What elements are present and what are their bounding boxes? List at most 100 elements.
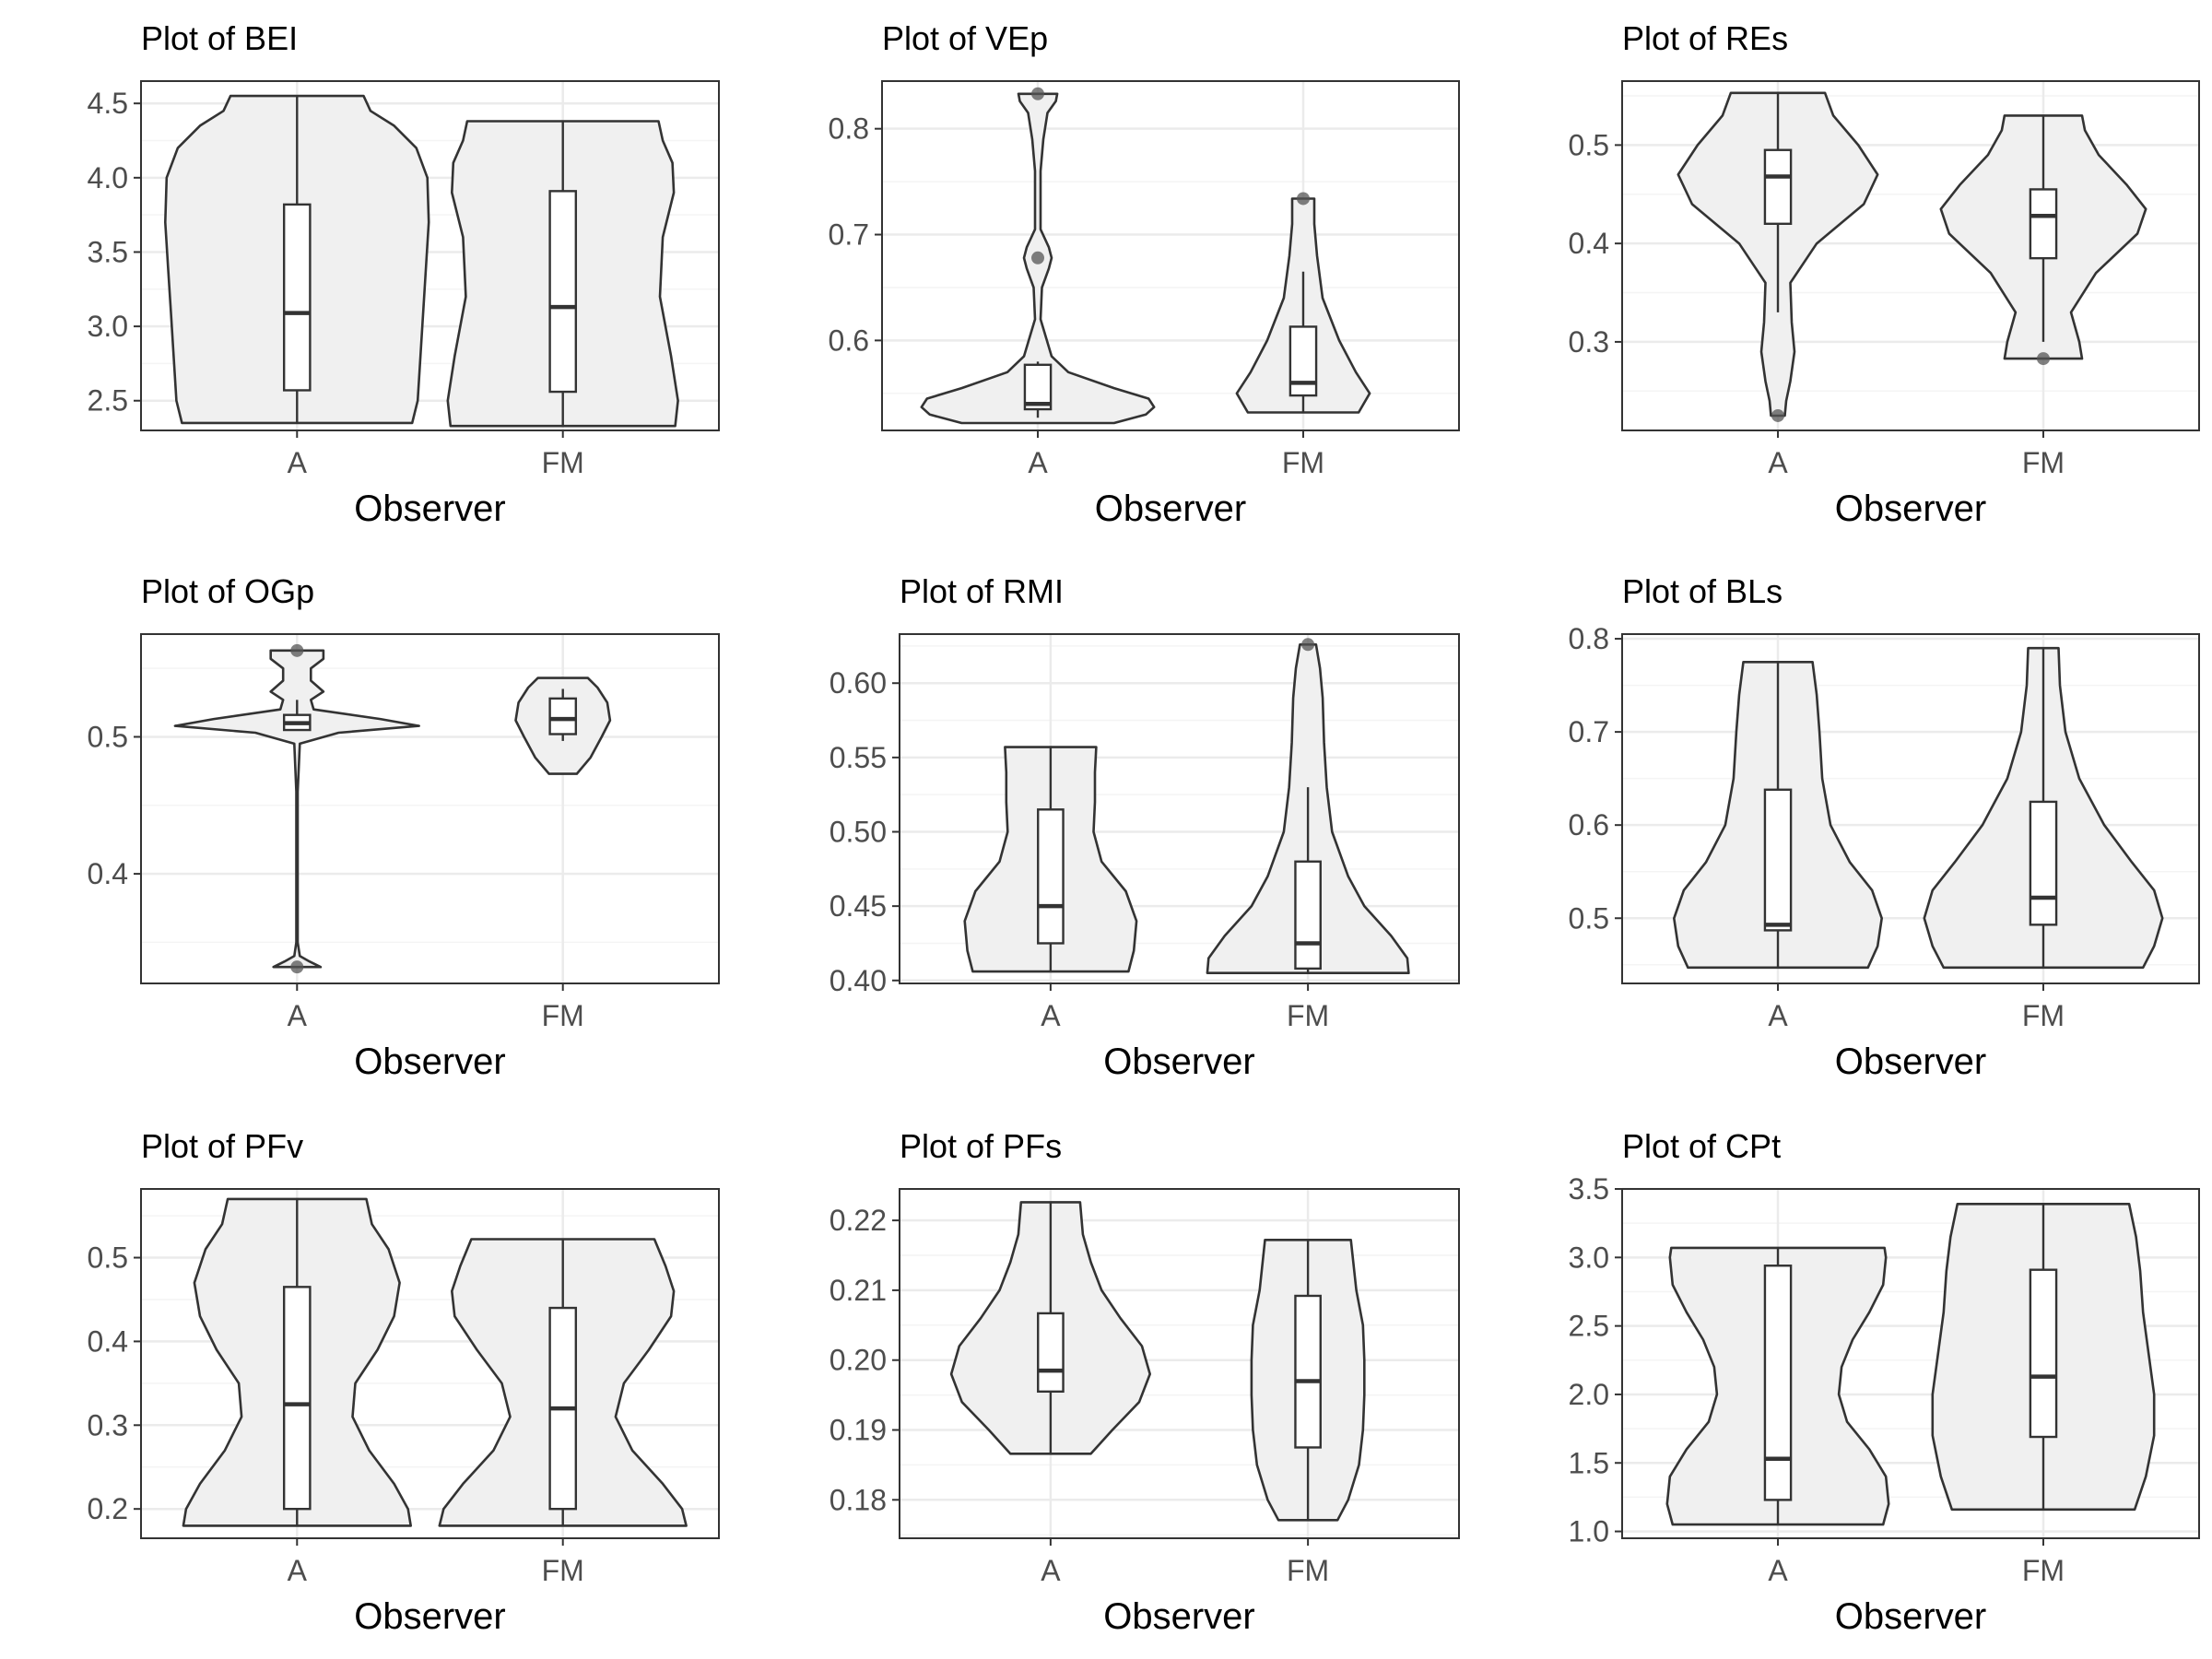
panel-border <box>140 80 720 431</box>
x-tick-label: FM <box>2022 999 2065 1032</box>
panel-title: Plot of VEp <box>882 19 1048 57</box>
y-tick-label: 0.5 <box>1569 901 1609 935</box>
x-axis-title: Observer <box>1103 1596 1255 1637</box>
y-tick-label: 0.7 <box>829 218 869 252</box>
panel-1: 2.5 3.0 3.5 4.0 4.5 A FM Observer Plot of BEI <box>88 19 720 529</box>
y-tick-label: 3.5 <box>1569 1172 1609 1206</box>
y-tick-label: 0.22 <box>830 1204 887 1237</box>
panel-background <box>882 81 1459 430</box>
y-tick-label: 0.4 <box>88 857 128 890</box>
box-FM <box>2029 800 2058 926</box>
box-A <box>1023 363 1053 411</box>
x-tick-label: A <box>1768 999 1788 1032</box>
y-tick-label: 0.60 <box>830 666 887 700</box>
y-tick-label: 0.3 <box>1569 325 1609 359</box>
box-FM <box>2029 1268 2058 1439</box>
x-axis-title: Observer <box>1835 488 1987 529</box>
panel-border <box>1621 80 2200 431</box>
y-tick-label: 0.4 <box>88 1324 128 1358</box>
y-tick-label: 0.50 <box>830 815 887 848</box>
panel-border <box>140 633 720 984</box>
x-axis-title: Observer <box>1835 1041 1987 1082</box>
outlier-point-A <box>1031 87 1045 100</box>
box-FM <box>1294 860 1322 971</box>
y-tick-label: 0.5 <box>88 1241 128 1275</box>
box-A <box>1763 1265 1793 1501</box>
y-tick-label: 0.40 <box>830 964 887 997</box>
x-tick-label: FM <box>1287 1554 1329 1587</box>
x-axis-title: Observer <box>354 488 506 529</box>
y-tick-label: 0.55 <box>830 741 887 774</box>
outlier-point-FM <box>2036 352 2050 366</box>
panel-title: Plot of CPt <box>1622 1127 1781 1165</box>
x-tick-label: FM <box>542 999 584 1032</box>
outlier-point-FM <box>1296 192 1310 206</box>
box-A <box>1037 1312 1065 1394</box>
panel-9: 1.0 1.5 2.0 2.5 3.0 3.5 A FM Observer Plot of CPt <box>1569 1127 2200 1637</box>
x-axis-title: Observer <box>1095 488 1247 529</box>
panel-2: 0.6 0.7 0.8 A FM Observer Plot of VEp <box>829 19 1460 529</box>
panel-4: 0.4 0.5 A FM Observer Plot of OGp <box>88 572 720 1082</box>
y-tick-label: 0.19 <box>830 1414 887 1447</box>
x-tick-label: A <box>1041 999 1061 1032</box>
outlier-point-A <box>1771 408 1785 422</box>
panel-3: 0.3 0.4 0.5 A FM Observer Plot of REs <box>1569 19 2200 529</box>
outlier-point-FM <box>1301 638 1315 652</box>
x-tick-label: FM <box>1287 999 1329 1032</box>
panel-border <box>140 1188 720 1539</box>
panel-8: 0.18 0.19 0.20 0.21 0.22 A FM Observer Plot of P… <box>830 1127 1460 1637</box>
y-tick-label: 0.6 <box>829 324 869 357</box>
y-tick-label: 2.5 <box>1569 1310 1609 1343</box>
box-A <box>282 203 312 392</box>
panel-title: Plot of PFs <box>900 1127 1062 1165</box>
y-tick-label: 0.5 <box>88 720 128 753</box>
y-tick-label: 4.5 <box>88 87 128 120</box>
x-tick-label: A <box>288 999 308 1032</box>
box-A <box>1763 148 1793 226</box>
y-tick-label: 3.0 <box>88 310 128 343</box>
y-tick-label: 1.0 <box>1569 1515 1609 1548</box>
y-tick-label: 2.0 <box>1569 1378 1609 1411</box>
box-FM <box>1294 1294 1322 1449</box>
x-axis-title: Observer <box>1835 1596 1987 1637</box>
y-tick-label: 0.3 <box>88 1408 128 1441</box>
panel-border <box>1621 1188 2200 1539</box>
y-tick-label: 0.7 <box>1569 715 1609 748</box>
y-tick-label: 1.5 <box>1569 1446 1609 1479</box>
y-tick-label: 0.45 <box>830 889 887 923</box>
panel-6: 0.5 0.6 0.7 0.8 A FM Observer Plot of BLs <box>1569 572 2200 1082</box>
box-FM <box>1288 325 1318 397</box>
box-A <box>282 1286 312 1511</box>
outlier-point-A <box>290 960 304 974</box>
x-tick-label: A <box>1768 446 1788 479</box>
panel-title: Plot of OGp <box>141 572 314 610</box>
violin-A <box>173 649 420 969</box>
box-A <box>1763 788 1793 932</box>
x-tick-label: FM <box>1282 446 1324 479</box>
box-FM <box>2029 188 2058 260</box>
y-tick-label: 0.18 <box>830 1483 887 1516</box>
x-tick-label: A <box>288 446 308 479</box>
panel-title: Plot of BEI <box>141 19 298 57</box>
panel-background <box>141 634 719 983</box>
x-tick-label: A <box>1028 446 1048 479</box>
y-tick-label: 0.21 <box>830 1274 887 1307</box>
panel-border <box>1621 633 2200 984</box>
panel-border <box>899 633 1460 984</box>
y-tick-label: 0.6 <box>1569 808 1609 841</box>
y-tick-label: 3.0 <box>1569 1241 1609 1274</box>
x-tick-label: A <box>288 1554 308 1587</box>
panel-7: 0.2 0.3 0.4 0.5 A FM Observer Plot of PFv <box>88 1127 720 1637</box>
panel-title: Plot of BLs <box>1622 572 1783 610</box>
x-axis-title: Observer <box>354 1596 506 1637</box>
panel-5: 0.40 0.45 0.50 0.55 0.60 A FM Observer Plot of R… <box>830 572 1460 1082</box>
panel-title: Plot of REs <box>1622 19 1788 57</box>
x-axis-title: Observer <box>354 1041 506 1082</box>
y-tick-label: 4.0 <box>88 161 128 194</box>
panel-title: Plot of PFv <box>141 1127 303 1165</box>
y-tick-label: 3.5 <box>88 235 128 268</box>
box-A <box>1037 808 1065 945</box>
outlier-point-A <box>290 643 304 657</box>
